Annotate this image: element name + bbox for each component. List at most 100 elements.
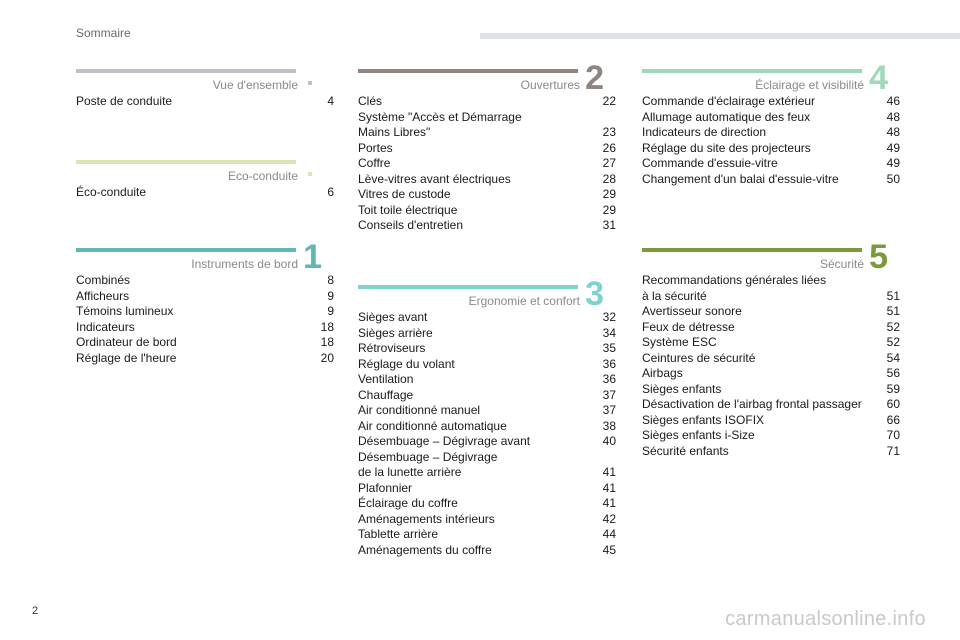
toc-entry[interactable]: Poste de conduite 4	[76, 94, 334, 110]
toc-entry-page: 37	[594, 403, 616, 419]
toc-entry[interactable]: Réglage de l'heure 20	[76, 351, 334, 367]
toc-entry[interactable]: Vitres de custode 29	[358, 187, 616, 203]
toc-entry[interactable]: Commande d'essuie-vitre 49	[642, 156, 900, 172]
toc-entry[interactable]: Rétroviseurs 35	[358, 341, 616, 357]
toc-entry-page: 41	[594, 481, 616, 497]
toc-entry[interactable]: Portes 26	[358, 141, 616, 157]
toc-entry[interactable]: Ceintures de sécurité 54	[642, 351, 900, 367]
toc-entry-list: Sièges avant 32 Sièges arrière 34 Rétroviseu…	[358, 310, 616, 558]
toc-entry-label: Poste de conduite	[76, 94, 172, 110]
section-title: Sécurité	[642, 258, 900, 271]
toc-entry-page: 28	[594, 172, 616, 188]
toc-entry-page: 36	[594, 357, 616, 373]
toc-entry[interactable]: Commande d'éclairage extérieur 46	[642, 94, 900, 110]
toc-entry-page: 37	[594, 388, 616, 404]
page-title: Sommaire	[76, 26, 131, 40]
toc-entry[interactable]: Sécurité enfants 71	[642, 444, 900, 460]
toc-entry[interactable]: Sièges arrière 34	[358, 326, 616, 342]
toc-entry[interactable]: Conseils d'entretien 31	[358, 218, 616, 234]
section-numeral: 5	[869, 240, 888, 274]
toc-entry[interactable]: Recommandations générales liées à la séc…	[642, 273, 900, 304]
toc-entry-page: 60	[878, 397, 900, 413]
toc-entry-label: Clés	[358, 94, 382, 110]
toc-entry-label: Changement d'un balai d'essuie-vitre	[642, 172, 839, 188]
toc-entry-label: Afficheurs	[76, 289, 129, 305]
toc-entry-label: Conseils d'entretien	[358, 218, 463, 234]
toc-entry-label: Ceintures de sécurité	[642, 351, 755, 367]
toc-entry-label: Indicateurs	[76, 320, 135, 336]
section-numeral: 1	[303, 240, 322, 274]
toc-entry-label: Air conditionné automatique	[358, 419, 507, 435]
toc-entry[interactable]: Airbags 56	[642, 366, 900, 382]
toc-entry-label: Ordinateur de bord	[76, 335, 177, 351]
toc-entry-label: Commande d'essuie-vitre	[642, 156, 778, 172]
toc-entry[interactable]: Avertisseur sonore 51	[642, 304, 900, 320]
toc-entry-page: 50	[878, 172, 900, 188]
toc-entry[interactable]: Clés 22	[358, 94, 616, 110]
toc-entry[interactable]: Aménagements intérieurs 42	[358, 512, 616, 528]
toc-entry-label: Désembuage – Dégivrage de la lunette arr…	[358, 450, 497, 481]
toc-entry-page: 42	[594, 512, 616, 528]
toc-entry[interactable]: Indicateurs de direction 48	[642, 125, 900, 141]
toc-entry-label: Sièges arrière	[358, 326, 433, 342]
toc-entry[interactable]: Sièges enfants i-Size 70	[642, 428, 900, 444]
toc-entry[interactable]: Chauffage 37	[358, 388, 616, 404]
toc-entry-label: Sièges enfants ISOFIX	[642, 413, 764, 429]
toc-entry-page: 41	[594, 496, 616, 512]
toc-entry[interactable]: Sièges avant 32	[358, 310, 616, 326]
toc-entry[interactable]: Combinés 8	[76, 273, 334, 289]
toc-entry-page: 71	[878, 444, 900, 460]
toc-entry-label: Désembuage – Dégivrage avant	[358, 434, 530, 450]
toc-entry-label: Portes	[358, 141, 393, 157]
section-color-bar	[76, 69, 296, 73]
toc-entry[interactable]: Désembuage – Dégivrage de la lunette arr…	[358, 450, 616, 481]
toc-entry-label: Coffre	[358, 156, 390, 172]
toc-entry[interactable]: Lève-vitres avant électriques 28	[358, 172, 616, 188]
section-title: Eco-conduite	[76, 170, 334, 183]
toc-entry[interactable]: Réglage du volant 36	[358, 357, 616, 373]
toc-entry[interactable]: Système "Accès et Démarrage Mains Libres…	[358, 110, 616, 141]
toc-entry[interactable]: Ordinateur de bord 18	[76, 335, 334, 351]
toc-entry[interactable]: Changement d'un balai d'essuie-vitre 50	[642, 172, 900, 188]
toc-entry-page: 18	[312, 335, 334, 351]
toc-entry[interactable]: Air conditionné manuel 37	[358, 403, 616, 419]
toc-entry[interactable]: Coffre 27	[358, 156, 616, 172]
toc-entry-label: Allumage automatique des feux	[642, 110, 810, 126]
section-color-bar	[76, 160, 296, 164]
toc-entry[interactable]: Tablette arrière 44	[358, 527, 616, 543]
toc-entry-label: Réglage du site des projecteurs	[642, 141, 811, 157]
toc-entry[interactable]: Désembuage – Dégivrage avant 40	[358, 434, 616, 450]
toc-entry[interactable]: Aménagements du coffre 45	[358, 543, 616, 559]
toc-entry-label: Sièges enfants	[642, 382, 721, 398]
toc-entry[interactable]: Témoins lumineux 9	[76, 304, 334, 320]
toc-entry-page: 35	[594, 341, 616, 357]
toc-entry-page: 45	[594, 543, 616, 559]
toc-entry[interactable]: Éco-conduite 6	[76, 185, 334, 201]
toc-entry[interactable]: Système ESC 52	[642, 335, 900, 351]
section-color-bar	[76, 248, 296, 252]
toc-entry-list: Clés 22 Système "Accès et Démarrage Mains …	[358, 94, 616, 234]
toc-entry[interactable]: Allumage automatique des feux 48	[642, 110, 900, 126]
toc-entry-label: Réglage du volant	[358, 357, 455, 373]
toc-entry[interactable]: Indicateurs 18	[76, 320, 334, 336]
toc-entry[interactable]: Plafonnier 41	[358, 481, 616, 497]
toc-entry-label: Indicateurs de direction	[642, 125, 766, 141]
section-color-bar	[358, 285, 578, 289]
toc-entry[interactable]: Toit toile électrique 29	[358, 203, 616, 219]
toc-entry-page: 31	[594, 218, 616, 234]
section-ergonomie-et-confort: 3 Ergonomie et confort Sièges avant 32 Siège…	[358, 285, 616, 558]
toc-entry[interactable]: Afficheurs 9	[76, 289, 334, 305]
toc-entry-page: 20	[312, 351, 334, 367]
toc-entry[interactable]: Sièges enfants 59	[642, 382, 900, 398]
toc-entry[interactable]: Désactivation de l'airbag frontal passag…	[642, 397, 900, 413]
toc-entry-label: Éco-conduite	[76, 185, 146, 201]
toc-entry-page: 54	[878, 351, 900, 367]
toc-entry-page: 59	[878, 382, 900, 398]
toc-entry[interactable]: Ventilation 36	[358, 372, 616, 388]
toc-entry[interactable]: Réglage du site des projecteurs 49	[642, 141, 900, 157]
toc-entry-label: Air conditionné manuel	[358, 403, 480, 419]
toc-entry[interactable]: Air conditionné automatique 38	[358, 419, 616, 435]
toc-entry[interactable]: Sièges enfants ISOFIX 66	[642, 413, 900, 429]
toc-entry[interactable]: Feux de détresse 52	[642, 320, 900, 336]
toc-entry[interactable]: Éclairage du coffre 41	[358, 496, 616, 512]
